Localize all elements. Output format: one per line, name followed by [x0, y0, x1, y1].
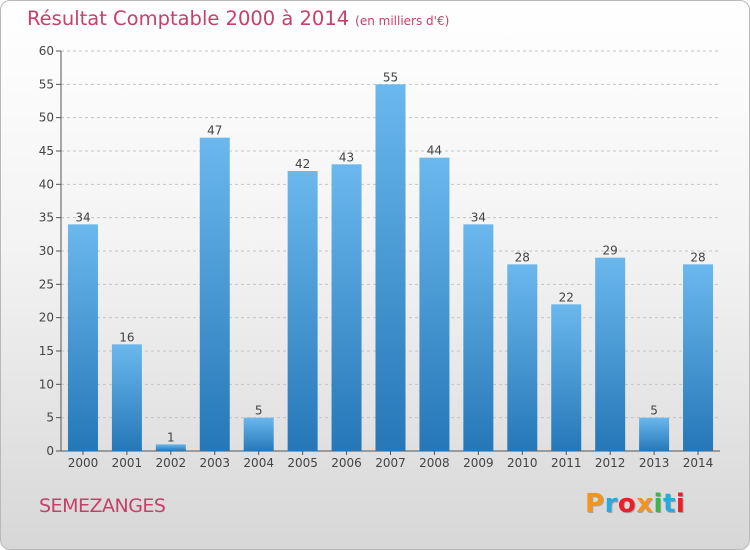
x-tick-label: 2008 — [419, 456, 450, 470]
value-label: 47 — [207, 124, 222, 138]
bar-2014 — [683, 264, 714, 451]
bar-2001 — [111, 344, 142, 451]
bar-2006 — [331, 164, 362, 452]
x-tick-label: 2001 — [112, 456, 143, 470]
bar-2009 — [463, 224, 494, 451]
value-label: 22 — [559, 290, 574, 304]
labels: 0510152025303540455055603420001620011200… — [39, 44, 714, 470]
value-label: 44 — [427, 144, 442, 158]
bar-2008 — [419, 157, 450, 451]
y-tick-label: 50 — [39, 111, 54, 125]
bar-2000 — [67, 224, 98, 451]
y-tick-label: 5 — [46, 411, 54, 425]
x-tick-label: 2002 — [156, 456, 187, 470]
bar-2004 — [243, 417, 274, 451]
y-tick-label: 20 — [39, 311, 54, 325]
y-tick-label: 0 — [46, 444, 54, 458]
x-tick-label: 2003 — [199, 456, 230, 470]
value-label: 5 — [255, 404, 263, 418]
commune-name: SEMEZANGES — [39, 495, 166, 517]
x-tick-label: 2000 — [68, 456, 99, 470]
value-label: 1 — [167, 430, 175, 444]
value-label: 16 — [119, 330, 134, 344]
x-tick-label: 2005 — [287, 456, 318, 470]
value-label: 28 — [515, 250, 530, 264]
bar-2002 — [155, 444, 186, 451]
value-label: 28 — [690, 250, 705, 264]
y-tick-label: 40 — [39, 177, 54, 191]
value-label: 29 — [603, 244, 618, 258]
x-tick-label: 2011 — [551, 456, 582, 470]
x-tick-label: 2013 — [639, 456, 670, 470]
x-tick-label: 2004 — [243, 456, 274, 470]
x-tick-label: 2006 — [331, 456, 362, 470]
bar-2010 — [507, 264, 538, 451]
logo-letter: r — [604, 489, 618, 519]
unit-label: (en milliers d'€) — [355, 14, 450, 28]
x-tick-label: 2014 — [683, 456, 714, 470]
logo-letter: i — [675, 489, 686, 519]
proxiti-logo[interactable]: Proxiti — [585, 489, 685, 519]
grid-lines — [61, 50, 720, 419]
value-label: 34 — [75, 210, 90, 224]
y-tick-label: 15 — [39, 344, 54, 358]
logo-letter: P — [585, 489, 605, 519]
value-label: 5 — [650, 404, 658, 418]
value-label: 55 — [383, 70, 398, 84]
logo-letter: x — [636, 489, 654, 519]
bar-2005 — [287, 171, 318, 451]
chart-title: Résultat Comptable 2000 à 2014 (en millie… — [27, 7, 449, 30]
value-label: 43 — [339, 150, 354, 164]
logo-letter: o — [617, 489, 637, 519]
logo-letter: t — [662, 489, 676, 519]
value-label: 34 — [471, 210, 486, 224]
bar-2012 — [595, 257, 626, 451]
value-label: 42 — [295, 157, 310, 171]
x-tick-label: 2009 — [463, 456, 494, 470]
y-tick-label: 55 — [39, 77, 54, 91]
y-tick-label: 45 — [39, 144, 54, 158]
logo-letter: i — [653, 489, 663, 519]
bar-2003 — [199, 137, 230, 451]
x-tick-label: 2012 — [595, 456, 626, 470]
title-text: Résultat Comptable 2000 à 2014 — [27, 7, 350, 30]
y-tick-label: 25 — [39, 277, 54, 291]
bars — [67, 84, 714, 452]
x-tick-label: 2010 — [507, 456, 538, 470]
bar-2007 — [375, 84, 406, 451]
y-tick-label: 10 — [39, 377, 54, 391]
y-tick-label: 35 — [39, 211, 54, 225]
bar-2013 — [639, 417, 670, 451]
x-tick-label: 2007 — [375, 456, 406, 470]
y-tick-label: 60 — [39, 44, 54, 58]
y-tick-label: 30 — [39, 244, 54, 258]
bar-2011 — [551, 304, 582, 451]
